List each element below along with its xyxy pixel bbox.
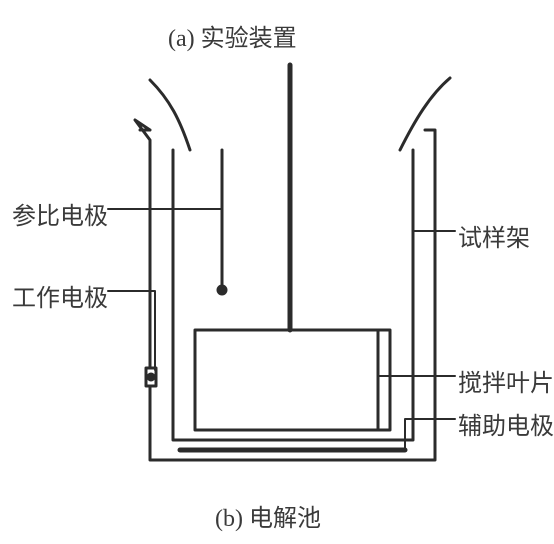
ref-electrode-bulb (218, 286, 226, 294)
inner-box (195, 330, 390, 430)
lead-wire-right (400, 78, 450, 150)
leader-work-electrode (108, 291, 155, 370)
electrolysis-cell-diagram (0, 0, 554, 544)
lead-wire-left (150, 80, 190, 150)
work-electrode-pin (148, 374, 154, 380)
